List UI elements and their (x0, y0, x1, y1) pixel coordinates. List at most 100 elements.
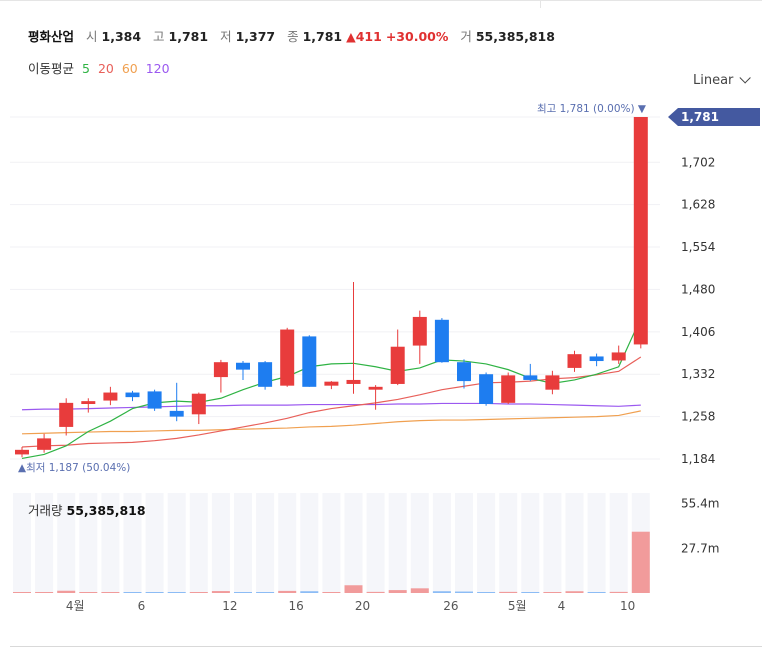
top-border (0, 0, 762, 8)
volume-slot (167, 493, 186, 593)
volume-bar (35, 592, 54, 593)
x-tick-label: 4월 (66, 599, 85, 613)
high-annotation: 최고 1,781 (0.00%) ▼ (537, 103, 647, 115)
candle-body (280, 329, 295, 386)
volume-slot (101, 493, 120, 593)
candle-body (103, 392, 118, 401)
volume-bar (13, 592, 31, 593)
volume-slot (521, 493, 540, 593)
volume-slot (211, 493, 230, 593)
volume-bar (499, 591, 518, 593)
volume-panel-title: 거래량 55,385,818 (28, 500, 146, 519)
volume-tick-label: 27.7m (681, 541, 719, 555)
volume-bar (211, 591, 230, 593)
volume-slot (234, 493, 252, 593)
volume-slot (609, 493, 628, 593)
x-tick-label: 4 (558, 599, 566, 613)
candle-body (147, 391, 162, 409)
moving-average-label: 이동평균 (28, 61, 75, 76)
price-axis: 1,702 1,628 1,554 1,480 1,406 1,332 1,258 1,184 (681, 155, 715, 466)
high-label: 고 (153, 29, 165, 44)
candle-body (258, 362, 273, 387)
x-tick-label: 10 (620, 599, 635, 613)
candle-body (324, 381, 339, 386)
candle-body (368, 386, 383, 390)
volume-bar (256, 592, 275, 593)
moving-average-lines (21, 317, 642, 460)
close-label: 종 (287, 29, 299, 44)
volume-bar (145, 592, 164, 593)
y-tick-label: 1,628 (681, 198, 715, 212)
candle-body (457, 362, 471, 382)
price-summary: 평화산업 시 1,384 고 1,781 저 1,377 종 1,781 ▲41… (28, 26, 555, 45)
volume-bar (278, 590, 297, 593)
ma-20-label[interactable]: 20 (97, 61, 114, 76)
candle-body (81, 401, 96, 405)
candle-body (191, 393, 206, 415)
ma-120-label[interactable]: 120 (145, 61, 170, 76)
x-tick-label: 26 (443, 599, 458, 613)
volume-value: 55,385,818 (475, 29, 555, 44)
candle-body (545, 375, 560, 390)
volume-bar (609, 591, 628, 593)
y-tick-label: 1,258 (681, 410, 715, 424)
volume-bar (455, 591, 473, 593)
volume-bar (300, 591, 319, 593)
moving-average-legend: 이동평균 5 20 60 120 (28, 58, 170, 77)
volume-slot (322, 493, 341, 593)
date-axis: 4월 6 12 16 20 26 5월 4 10 (66, 599, 635, 613)
high-value: 1,781 (168, 29, 209, 44)
volume-slot (79, 493, 98, 593)
volume-slot (499, 493, 518, 593)
volume-bar (189, 592, 208, 593)
volume-slot (189, 493, 208, 593)
volume-bar (366, 591, 385, 593)
candle-body (59, 402, 74, 427)
current-price-label: 1,781 (681, 110, 719, 124)
y-tick-label: 1,406 (681, 325, 715, 339)
candle-body (567, 354, 582, 368)
ma-60-label[interactable]: 60 (121, 61, 138, 76)
change-percent: +30.00% (385, 29, 449, 44)
volume-slot (565, 493, 584, 593)
candle-body (434, 319, 449, 363)
price-annotations: 1,781 최고 1,781 (0.00%) ▼ ▲최저 1,187 (50.04%… (18, 103, 760, 474)
candle-body (302, 336, 317, 387)
volume-bar (322, 592, 341, 593)
close-value: 1,781 (302, 29, 343, 44)
volume-bar (57, 590, 76, 593)
volume-slot (410, 493, 429, 593)
candle-body (523, 375, 538, 380)
candle-body (346, 379, 361, 384)
candle-body (37, 438, 52, 450)
scale-mode-dropdown[interactable]: Linear (693, 72, 752, 88)
x-tick-label: 12 (222, 599, 237, 613)
volume-slot (57, 493, 76, 593)
ma5-line (21, 317, 642, 460)
open-label: 시 (86, 29, 98, 44)
volume-slot (543, 493, 562, 593)
volume-slot (366, 493, 385, 593)
ma60-line (21, 410, 641, 435)
volume-slot (455, 493, 473, 593)
volume-bar (587, 592, 606, 593)
volume-bar (234, 592, 252, 593)
volume-slot (300, 493, 319, 593)
volume-bar (410, 588, 429, 593)
candle-body (125, 392, 140, 398)
low-annotation: ▲최저 1,187 (50.04%) (18, 462, 130, 474)
volume-slot (35, 493, 54, 593)
y-tick-label: 1,332 (681, 367, 715, 381)
y-tick-label: 1,554 (681, 240, 715, 254)
volume-slot (13, 493, 31, 593)
scale-mode-label: Linear (693, 73, 734, 88)
volume-panel-label: 거래량 (28, 503, 63, 518)
candle-body (501, 375, 516, 403)
candle-body (611, 352, 626, 361)
volume-label: 거 (460, 29, 472, 44)
ma-5-label[interactable]: 5 (82, 61, 90, 76)
bottom-border (10, 646, 762, 647)
volume-bar (432, 591, 451, 593)
volume-slot (587, 493, 606, 593)
